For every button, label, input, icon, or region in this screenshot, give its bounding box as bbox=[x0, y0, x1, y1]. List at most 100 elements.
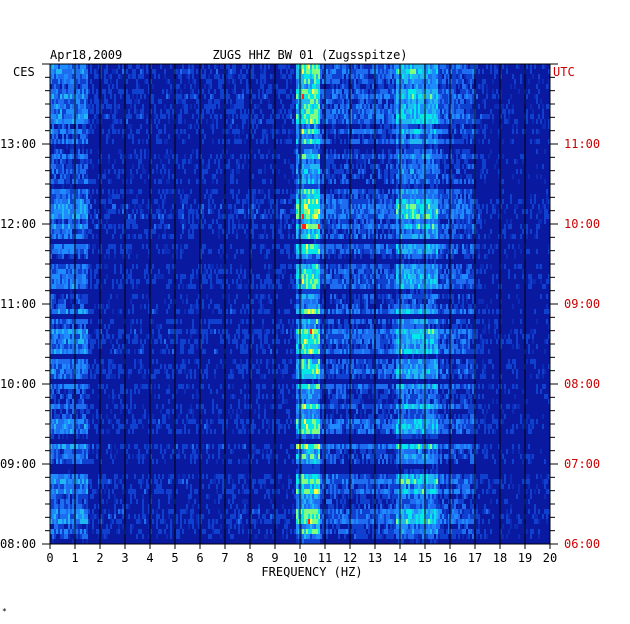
heat-cell bbox=[164, 224, 166, 229]
heat-cell bbox=[182, 64, 184, 69]
heat-cell bbox=[368, 189, 370, 194]
heat-cell bbox=[128, 244, 130, 249]
heat-cell bbox=[52, 109, 54, 114]
heat-cell bbox=[396, 144, 398, 149]
heat-cell bbox=[226, 89, 228, 94]
heat-cell bbox=[408, 64, 410, 69]
heat-cell bbox=[304, 109, 306, 114]
heat-cell bbox=[148, 69, 150, 74]
heat-cell bbox=[58, 234, 60, 239]
heat-cell bbox=[356, 209, 358, 214]
heat-cell bbox=[68, 169, 70, 174]
heat-cell bbox=[340, 119, 342, 124]
heat-cell bbox=[68, 79, 70, 84]
heat-cell bbox=[68, 194, 70, 199]
heat-cell bbox=[382, 154, 384, 159]
heat-cell bbox=[494, 94, 496, 99]
heat-cell bbox=[414, 199, 416, 204]
heat-cell bbox=[98, 99, 100, 104]
heat-cell bbox=[398, 119, 400, 124]
heat-cell bbox=[62, 104, 64, 109]
heat-cell bbox=[196, 119, 198, 124]
heat-cell bbox=[362, 174, 364, 179]
heat-cell bbox=[292, 69, 294, 74]
heat-cell bbox=[300, 134, 302, 139]
heat-cell bbox=[548, 139, 550, 144]
heat-cell bbox=[168, 179, 170, 184]
heat-cell bbox=[204, 244, 206, 249]
heat-cell bbox=[322, 204, 324, 209]
heat-cell bbox=[458, 109, 460, 114]
heat-cell bbox=[344, 179, 346, 184]
heat-cell bbox=[416, 64, 418, 69]
heat-cell bbox=[456, 234, 458, 239]
heat-cell bbox=[372, 104, 374, 109]
heat-cell bbox=[330, 84, 332, 89]
heat-cell bbox=[470, 64, 472, 69]
heat-cell bbox=[406, 64, 408, 69]
heat-cell bbox=[142, 139, 144, 144]
heat-cell bbox=[418, 149, 420, 154]
heat-cell bbox=[318, 134, 320, 139]
heat-cell bbox=[414, 229, 416, 234]
heat-cell bbox=[370, 244, 372, 249]
heat-cell bbox=[446, 89, 448, 94]
heat-cell bbox=[78, 104, 80, 109]
heat-cell bbox=[548, 69, 550, 74]
heat-cell bbox=[166, 109, 168, 114]
heat-cell bbox=[248, 214, 250, 219]
heat-cell bbox=[160, 129, 162, 134]
heat-cell bbox=[64, 219, 66, 224]
heat-cell bbox=[428, 169, 430, 174]
heat-cell bbox=[86, 159, 88, 164]
heat-cell bbox=[480, 214, 482, 219]
heat-cell bbox=[386, 119, 388, 124]
heat-cell bbox=[410, 64, 412, 69]
heat-cell bbox=[314, 219, 316, 224]
heat-cell bbox=[268, 149, 270, 154]
heat-cell bbox=[108, 209, 110, 214]
heat-cell bbox=[338, 199, 340, 204]
heat-cell bbox=[458, 169, 460, 174]
heat-cell bbox=[280, 64, 282, 69]
heat-cell bbox=[394, 234, 396, 239]
heat-cell bbox=[66, 119, 68, 124]
heat-cell bbox=[404, 129, 406, 134]
heat-cell bbox=[392, 154, 394, 159]
heat-cell bbox=[330, 209, 332, 214]
heat-cell bbox=[66, 244, 68, 249]
heat-cell bbox=[538, 129, 540, 134]
heat-cell bbox=[270, 74, 272, 79]
heat-cell bbox=[302, 134, 304, 139]
heat-cell bbox=[438, 219, 440, 224]
heat-cell bbox=[120, 224, 122, 229]
heat-cell bbox=[76, 174, 78, 179]
heat-cell bbox=[88, 204, 90, 209]
heat-cell bbox=[220, 244, 222, 249]
heat-cell bbox=[54, 134, 56, 139]
heat-cell bbox=[162, 219, 164, 224]
heat-cell bbox=[434, 129, 436, 134]
heat-cell bbox=[276, 89, 278, 94]
heat-cell bbox=[190, 64, 192, 69]
heat-cell bbox=[228, 69, 230, 74]
heat-cell bbox=[258, 149, 260, 154]
heat-cell bbox=[54, 139, 56, 144]
heat-cell bbox=[382, 199, 384, 204]
heat-cell bbox=[386, 114, 388, 119]
heat-cell bbox=[442, 174, 444, 179]
heat-cell bbox=[94, 224, 96, 229]
heat-cell bbox=[450, 89, 452, 94]
heat-cell bbox=[422, 159, 424, 164]
heat-cell bbox=[430, 99, 432, 104]
heat-cell bbox=[312, 174, 314, 179]
heat-cell bbox=[70, 204, 72, 209]
heat-cell bbox=[404, 204, 406, 209]
heat-cell bbox=[406, 84, 408, 89]
heat-cell bbox=[116, 129, 118, 134]
heat-cell bbox=[354, 84, 356, 89]
heat-cell bbox=[430, 229, 432, 234]
heat-cell bbox=[334, 154, 336, 159]
heat-cell bbox=[106, 79, 108, 84]
heat-cell bbox=[216, 69, 218, 74]
